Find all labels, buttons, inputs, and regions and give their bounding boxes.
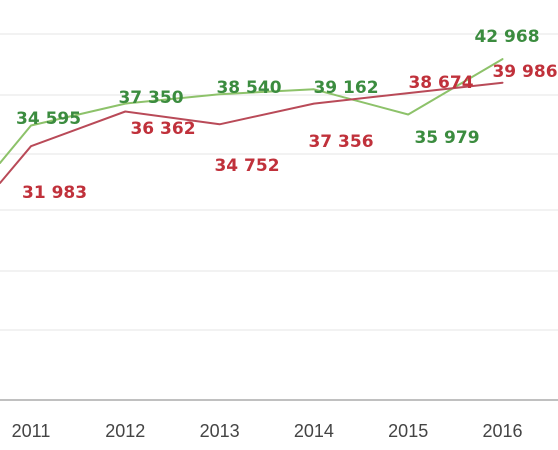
data-label-s0-2014: 39 162	[313, 78, 378, 98]
data-label-s0-2016: 42 968	[474, 27, 539, 47]
data-label-s1-2012: 36 362	[130, 119, 195, 139]
grid-lines	[0, 33, 558, 331]
x-tick-label-2015: 2015	[388, 421, 428, 441]
series-lines	[0, 58, 504, 184]
x-tick-labels: 2011 2012 2013 2014 2015 2016	[12, 421, 523, 441]
data-label-s1-2016: 39 986	[492, 62, 557, 82]
series-line-1	[0, 81, 504, 184]
data-label-s0-2012: 37 350	[118, 88, 183, 108]
data-labels: 34 595 37 350 38 540 39 162 35 979 42 968 31 9…	[16, 27, 558, 203]
data-label-s0-2013: 38 540	[216, 78, 281, 98]
data-label-s0-2011: 34 595	[16, 109, 81, 129]
data-label-s0-2015: 35 979	[414, 128, 479, 148]
data-label-s1-2011: 31 983	[22, 183, 87, 203]
x-tick-label-2012: 2012	[105, 421, 145, 441]
x-tick-label-2016: 2016	[482, 421, 522, 441]
data-label-s1-2013: 34 752	[214, 156, 279, 176]
x-tick-label-2013: 2013	[200, 421, 240, 441]
data-label-s1-2015: 38 674	[408, 73, 473, 93]
series-line-0	[0, 58, 504, 164]
data-label-s1-2014: 37 356	[308, 132, 373, 152]
x-tick-label-2011: 2011	[12, 421, 51, 441]
x-tick-label-2014: 2014	[294, 421, 334, 441]
